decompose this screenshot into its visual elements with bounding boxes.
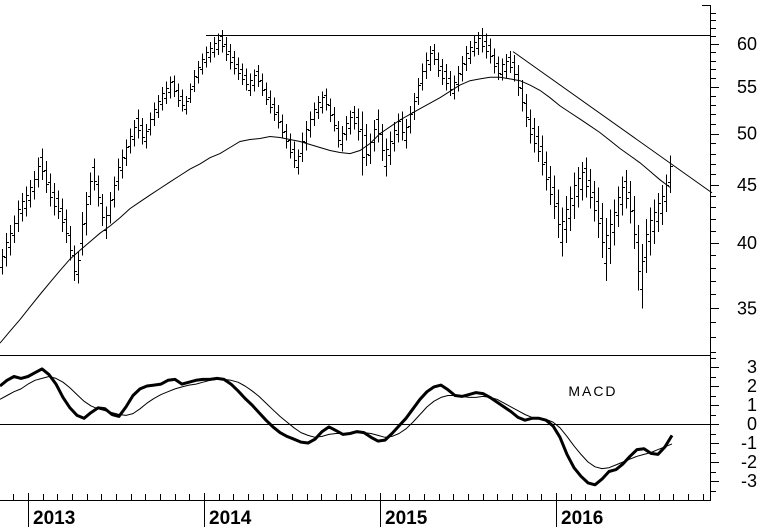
price-axis-label: 35 — [737, 298, 757, 318]
macd-axis-label: -3 — [741, 471, 757, 491]
macd-signal-line — [0, 376, 673, 470]
ohlc-bars — [0, 28, 673, 309]
macd-axis-label: -1 — [741, 433, 757, 453]
moving-average-line — [0, 76, 671, 344]
macd-axis-label: 1 — [747, 395, 757, 415]
price-axis-label: 45 — [737, 175, 757, 195]
year-axis-label: 2015 — [385, 508, 428, 529]
macd-axis-label: 2 — [747, 376, 757, 396]
down-trendline — [512, 51, 713, 194]
price-axis-label: 50 — [737, 124, 757, 144]
macd-axis-label: 0 — [747, 414, 757, 434]
macd-axis-label: -2 — [741, 452, 757, 472]
year-axis-label: 2016 — [561, 508, 603, 529]
price-axis-label: 55 — [737, 77, 757, 97]
axes-and-ticks — [0, 5, 719, 527]
price-axis-label: 40 — [737, 233, 757, 253]
year-axis-label: 2014 — [209, 508, 252, 529]
year-axis-label: 2013 — [33, 508, 75, 529]
macd-axis-label: 3 — [747, 357, 757, 377]
price-axis-label: 60 — [737, 34, 757, 54]
macd-line — [0, 367, 674, 487]
macd-label: MACD — [568, 383, 617, 399]
